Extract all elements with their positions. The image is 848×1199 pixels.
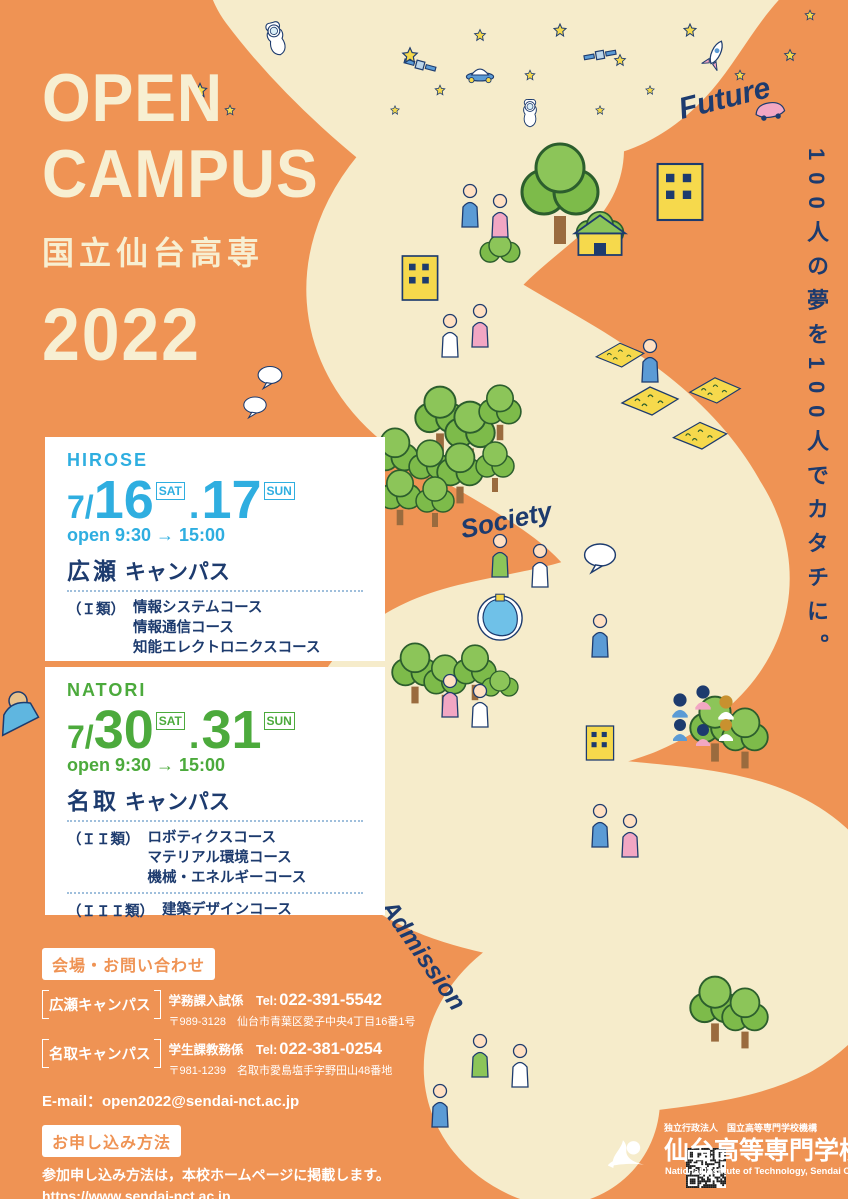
svg-text:独立行政法人 国立高等専門学校機構: 独立行政法人 国立高等専門学校機構 <box>664 1122 817 1133</box>
svg-text:National Institute of Technolo: National Institute of Technology, Sendai… <box>665 1166 848 1176</box>
svg-text:仙台高等専門学校: 仙台高等専門学校 <box>664 1136 848 1165</box>
